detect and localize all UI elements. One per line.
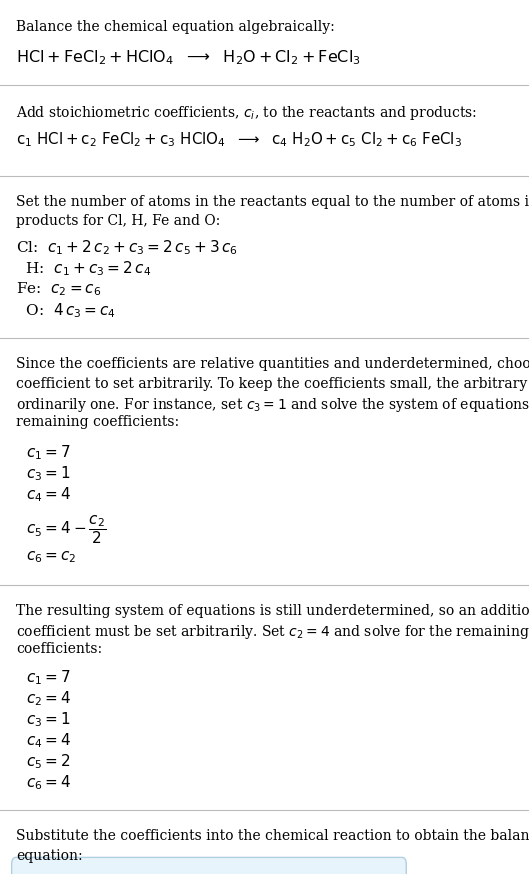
Text: $c_6 = c_2$: $c_6 = c_2$ bbox=[26, 550, 77, 565]
Text: $c_3 = 1$: $c_3 = 1$ bbox=[26, 464, 71, 482]
Text: products for Cl, H, Fe and O:: products for Cl, H, Fe and O: bbox=[16, 214, 220, 228]
Text: ordinarily one. For instance, set $c_3 = 1$ and solve the system of equations fo: ordinarily one. For instance, set $c_3 =… bbox=[16, 396, 529, 414]
Text: $c_1 = 7$: $c_1 = 7$ bbox=[26, 443, 71, 461]
Text: $c_4 = 4$: $c_4 = 4$ bbox=[26, 485, 71, 503]
Text: remaining coefficients:: remaining coefficients: bbox=[16, 415, 179, 429]
Text: $\mathrm{HCl + FeCl_2 + HClO_4}$  $\longrightarrow$  $\mathrm{H_2O + Cl_2 + FeCl: $\mathrm{HCl + FeCl_2 + HClO_4}$ $\longr… bbox=[16, 48, 361, 66]
Text: coefficients:: coefficients: bbox=[16, 642, 102, 656]
Text: Add stoichiometric coefficients, $c_i$, to the reactants and products:: Add stoichiometric coefficients, $c_i$, … bbox=[16, 104, 477, 122]
Text: H:  $c_1 + c_3 = 2\,c_4$: H: $c_1 + c_3 = 2\,c_4$ bbox=[16, 260, 151, 278]
Text: $c_4 = 4$: $c_4 = 4$ bbox=[26, 732, 71, 750]
Text: Since the coefficients are relative quantities and underdetermined, choose a: Since the coefficients are relative quan… bbox=[16, 357, 529, 371]
Text: coefficient must be set arbitrarily. Set $c_2 = 4$ and solve for the remaining: coefficient must be set arbitrarily. Set… bbox=[16, 623, 529, 642]
Text: Substitute the coefficients into the chemical reaction to obtain the balanced: Substitute the coefficients into the che… bbox=[16, 829, 529, 843]
Text: coefficient to set arbitrarily. To keep the coefficients small, the arbitrary va: coefficient to set arbitrarily. To keep … bbox=[16, 377, 529, 391]
Text: O:  $4\,c_3 = c_4$: O: $4\,c_3 = c_4$ bbox=[16, 302, 116, 320]
Text: $c_3 = 1$: $c_3 = 1$ bbox=[26, 711, 71, 729]
Text: $\mathrm{c_1\ HCl + c_2\ FeCl_2 + c_3\ HClO_4}$  $\longrightarrow$  $\mathrm{c_4: $\mathrm{c_1\ HCl + c_2\ FeCl_2 + c_3\ H… bbox=[16, 130, 462, 149]
Text: equation:: equation: bbox=[16, 849, 83, 863]
Text: $c_5 = 2$: $c_5 = 2$ bbox=[26, 753, 71, 771]
Text: $c_2 = 4$: $c_2 = 4$ bbox=[26, 690, 71, 708]
Text: Fe:  $c_2 = c_6$: Fe: $c_2 = c_6$ bbox=[16, 281, 101, 298]
Text: The resulting system of equations is still underdetermined, so an additional: The resulting system of equations is sti… bbox=[16, 604, 529, 618]
Text: $c_6 = 4$: $c_6 = 4$ bbox=[26, 773, 71, 792]
Text: Set the number of atoms in the reactants equal to the number of atoms in the: Set the number of atoms in the reactants… bbox=[16, 195, 529, 209]
Text: $c_1 = 7$: $c_1 = 7$ bbox=[26, 669, 71, 687]
Text: Balance the chemical equation algebraically:: Balance the chemical equation algebraica… bbox=[16, 20, 335, 34]
Text: $c_5 = 4 - \dfrac{c_2}{2}$: $c_5 = 4 - \dfrac{c_2}{2}$ bbox=[26, 513, 107, 545]
Text: Cl:  $c_1 + 2\,c_2 + c_3 = 2\,c_5 + 3\,c_6$: Cl: $c_1 + 2\,c_2 + c_3 = 2\,c_5 + 3\,c_… bbox=[16, 239, 238, 257]
FancyBboxPatch shape bbox=[12, 857, 406, 874]
